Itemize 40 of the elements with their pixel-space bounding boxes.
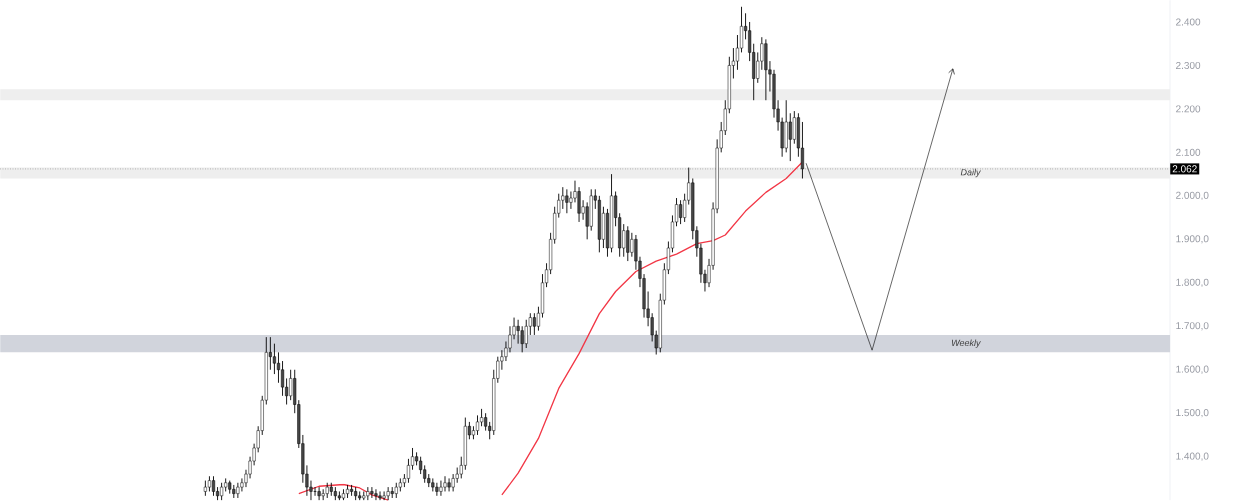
- candlestick: [447, 478, 451, 492]
- candlestick: [532, 312, 536, 336]
- y-tick-label: 1.600,0: [1176, 365, 1209, 374]
- candlestick: [524, 319, 528, 349]
- candlestick: [439, 480, 443, 497]
- candlestick: [374, 488, 378, 501]
- y-tick-label: 1.400,0: [1176, 452, 1209, 461]
- candlestick: [565, 188, 569, 214]
- candlestick: [289, 369, 293, 401]
- candlestick: [236, 482, 240, 499]
- ref-line-label: 2.062: [1172, 165, 1197, 173]
- y-tick-label: 2.200: [1176, 105, 1201, 113]
- candlestick: [626, 225, 630, 262]
- line-series: [298, 483, 389, 501]
- candlestick: [443, 475, 447, 492]
- y-tick-label: 2.300: [1176, 62, 1201, 70]
- y-tick-label: 1.800,0: [1176, 278, 1209, 288]
- candlestick: [435, 482, 439, 497]
- candlestick: [561, 186, 565, 210]
- candlestick: [280, 360, 285, 397]
- y-tick-label: 2.400: [1176, 18, 1201, 26]
- candlestick: [475, 415, 480, 436]
- candlestick: [370, 486, 374, 499]
- y-tick-label: 2.100: [1176, 148, 1201, 157]
- candlestick: [516, 319, 520, 345]
- y-tick-label: 1.700,0: [1176, 322, 1209, 331]
- y-tick-label: 2.000,0: [1176, 191, 1209, 201]
- candlestick: [382, 491, 386, 501]
- band-label: Daily: [960, 168, 981, 178]
- candlestick: [276, 351, 281, 384]
- candlestick: [630, 232, 634, 258]
- y-tick-label: 1.900,0: [1176, 235, 1209, 244]
- candlestick: [317, 486, 321, 501]
- candlestick: [679, 199, 683, 225]
- y-tick-label: 1.500,0: [1176, 409, 1209, 418]
- candlestick: [378, 491, 382, 501]
- band-label: Weekly: [951, 339, 981, 348]
- candlestick: [788, 112, 792, 162]
- candlestick: [386, 486, 390, 501]
- candlestick: [406, 458, 411, 484]
